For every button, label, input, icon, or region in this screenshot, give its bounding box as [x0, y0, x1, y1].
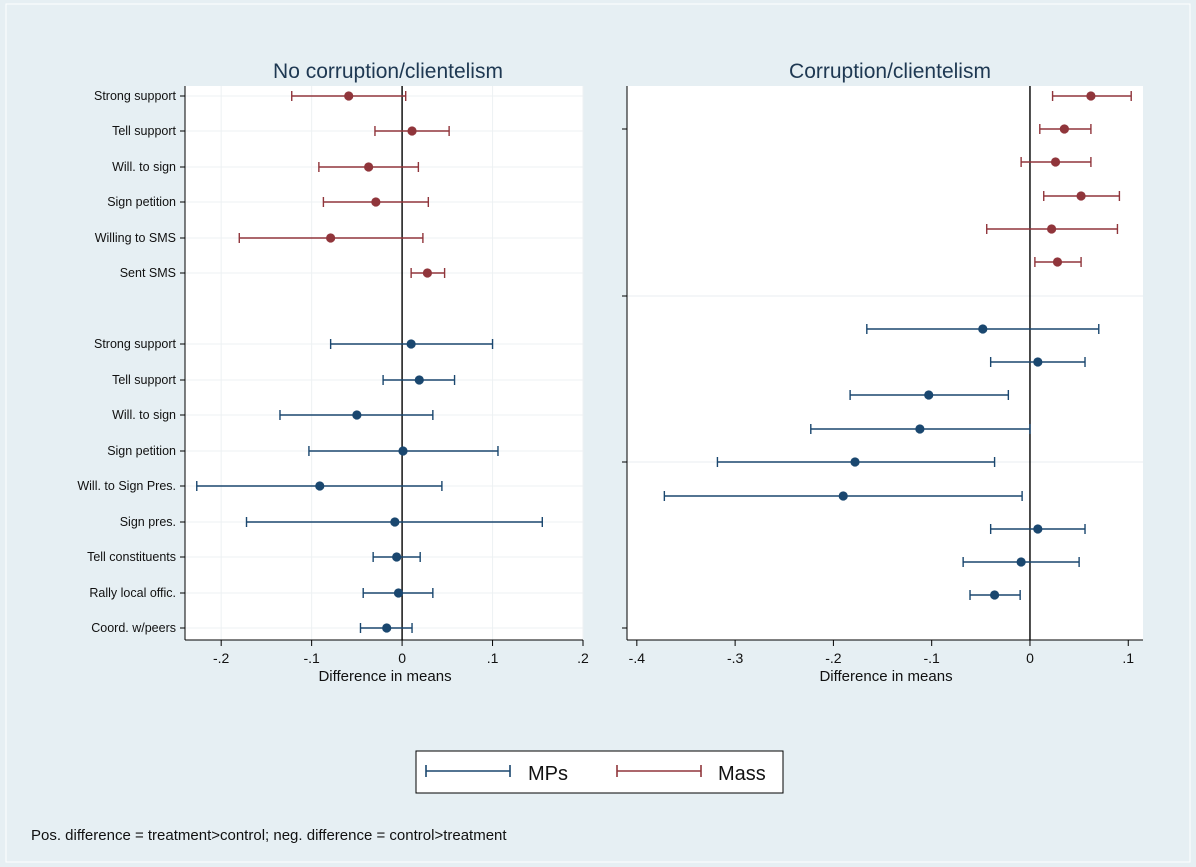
mps-point	[915, 424, 925, 434]
mass-point	[407, 126, 417, 136]
y-tick-label: Will. to Sign Pres.	[77, 479, 176, 493]
mps-point	[382, 623, 392, 633]
x-tick-label: 0	[1026, 650, 1034, 666]
mps-point	[978, 324, 988, 334]
y-tick-label: Sign petition	[107, 195, 176, 209]
mps-point	[390, 517, 400, 527]
y-tick-label: Willing to SMS	[95, 231, 176, 245]
y-tick-label: Coord. w/peers	[91, 621, 176, 635]
mps-point	[1033, 524, 1043, 534]
y-tick-label: Rally local offic.	[89, 586, 176, 600]
y-tick-label: Tell constituents	[87, 550, 176, 564]
x-tick-label: -.1	[303, 650, 320, 666]
mass-point	[1052, 257, 1063, 267]
y-tick-label: Strong support	[94, 89, 177, 103]
mass-point	[344, 91, 354, 101]
mps-point	[398, 446, 408, 456]
mass-point	[326, 233, 336, 243]
mps-point	[406, 339, 416, 349]
mps-point	[392, 552, 402, 562]
x-tick-label: -.2	[213, 650, 230, 666]
x-tick-label: -.1	[924, 650, 941, 666]
y-tick-label: Strong support	[94, 337, 177, 351]
x-axis-label-right: Difference in means	[819, 668, 952, 685]
panel-corruption: Corruption/clientelism Difference in mea…	[622, 60, 1143, 685]
legend-box	[415, 750, 784, 794]
mps-point	[989, 590, 1000, 600]
legend-mass-label: Mass	[718, 763, 766, 785]
legend: MPs Mass	[415, 750, 784, 794]
y-tick-label: Will. to sign	[112, 160, 176, 174]
x-axis-label-left: Difference in means	[318, 668, 451, 685]
y-tick-label: Sent SMS	[120, 266, 176, 280]
mps-point	[1033, 357, 1043, 367]
panel-title-right: Corruption/clientelism	[789, 60, 991, 83]
x-tick-label: -.4	[629, 650, 646, 666]
mps-point	[924, 390, 934, 400]
mass-point	[422, 268, 433, 278]
mps-point	[352, 410, 362, 420]
mass-point	[1059, 124, 1069, 134]
legend-mps-symbol	[425, 765, 511, 777]
mass-point	[1076, 191, 1086, 201]
plot-area-left	[185, 86, 583, 640]
mass-point	[1050, 157, 1061, 167]
mps-point	[850, 457, 860, 467]
panel-no-corruption: No corruption/clientelism Difference in …	[77, 60, 589, 685]
mass-point	[1086, 91, 1096, 101]
x-tick-label: -.2	[825, 650, 842, 666]
x-tick-label: .1	[487, 650, 499, 666]
y-tick-label: Will. to sign	[112, 408, 176, 422]
mps-point	[414, 375, 424, 385]
plot-area-right	[627, 86, 1143, 640]
legend-mps-label: MPs	[528, 763, 568, 785]
y-tick-label: Tell support	[112, 124, 176, 138]
footnote: Pos. difference = treatment>control; neg…	[31, 827, 507, 844]
x-tick-label: 0	[398, 650, 406, 666]
x-tick-label: .2	[577, 650, 589, 666]
mass-point	[1046, 224, 1057, 234]
legend-mass-symbol	[616, 765, 702, 777]
x-tick-label: .1	[1122, 650, 1134, 666]
mass-point	[371, 197, 381, 207]
mps-point	[315, 481, 325, 491]
mass-point	[364, 162, 374, 172]
mps-point	[1016, 557, 1026, 567]
y-tick-label: Tell support	[112, 373, 176, 387]
mps-point	[393, 588, 404, 598]
y-tick-label: Sign pres.	[120, 515, 176, 529]
y-tick-label: Sign petition	[107, 444, 176, 458]
mps-point	[838, 491, 848, 501]
panel-title-left: No corruption/clientelism	[273, 60, 503, 83]
x-tick-label: -.3	[727, 650, 744, 666]
